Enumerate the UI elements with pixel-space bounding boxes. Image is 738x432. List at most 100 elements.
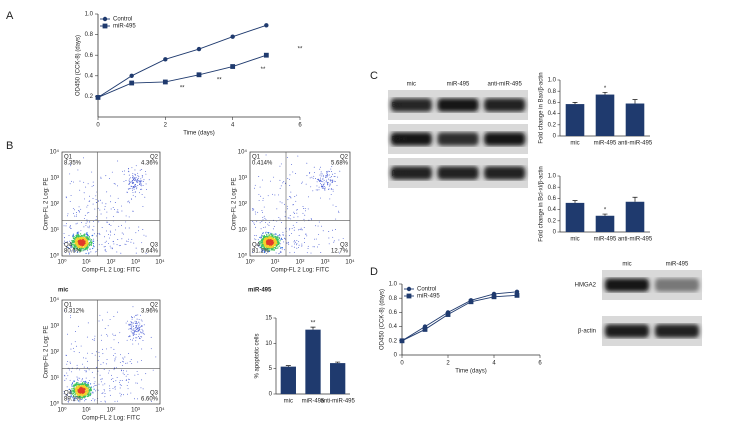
event-dot (260, 237, 262, 239)
event-dot (119, 387, 121, 389)
event-dot (263, 234, 266, 237)
event-dot (292, 224, 294, 226)
event-dot (252, 208, 254, 210)
event-dot (80, 250, 82, 252)
event-dot (264, 245, 266, 247)
event-dot (70, 180, 72, 182)
event-dot (77, 385, 79, 387)
event-dot (141, 183, 142, 185)
event-dot (85, 225, 87, 226)
event-dot (74, 341, 76, 343)
event-dot (77, 240, 80, 242)
event-dot (274, 247, 276, 249)
event-dot (121, 393, 122, 395)
event-dot (132, 322, 134, 324)
event-dot (122, 170, 124, 172)
event-dot (78, 246, 80, 248)
event-dot (90, 243, 92, 245)
error-bar (602, 213, 608, 216)
event-dot (87, 387, 89, 389)
event-dot (131, 324, 133, 326)
event-dot (320, 166, 321, 168)
event-dot (324, 188, 326, 190)
event-dot (82, 246, 84, 249)
event-dot (279, 218, 281, 220)
event-dot (279, 187, 281, 189)
event-dot (86, 246, 88, 248)
event-dot (89, 389, 91, 391)
y-tick-label: 0.4 (548, 111, 557, 117)
event-dot (117, 160, 119, 162)
event-dot (135, 176, 137, 178)
event-dot (283, 181, 285, 183)
event-dot (332, 179, 334, 181)
event-dot (95, 384, 97, 386)
event-dot (87, 235, 89, 237)
event-dot (109, 390, 111, 392)
event-dot (104, 392, 106, 394)
event-dot (138, 328, 140, 330)
event-dot (259, 240, 261, 242)
event-dot (67, 361, 69, 363)
event-dot (98, 200, 100, 202)
event-dot (83, 246, 85, 248)
event-dot (142, 175, 144, 177)
event-dot (87, 388, 89, 390)
event-dot (128, 238, 130, 240)
event-dot (90, 386, 93, 388)
event-dot (150, 336, 152, 338)
event-dot (128, 324, 130, 326)
event-dot (257, 239, 259, 241)
event-dot (83, 385, 85, 387)
event-dot (105, 363, 107, 365)
event-dot (143, 179, 145, 181)
event-dot (100, 178, 102, 180)
event-dot (280, 238, 282, 241)
event-dot (97, 389, 99, 391)
event-dot (117, 211, 119, 213)
event-dot (82, 382, 84, 385)
event-dot (94, 399, 96, 401)
event-dot (322, 230, 324, 232)
error-bar (572, 102, 578, 105)
quadrant-name: Q4 (64, 243, 73, 249)
event-dot (88, 212, 90, 213)
event-dot (257, 211, 259, 213)
event-dot (323, 185, 325, 187)
event-dot (277, 247, 279, 249)
event-dot (76, 394, 78, 396)
event-dot (293, 216, 295, 218)
event-dot (134, 180, 135, 181)
event-dot (109, 388, 111, 390)
event-dot (301, 182, 303, 184)
event-dot (92, 392, 94, 394)
event-dot (109, 394, 111, 396)
event-dot (75, 398, 77, 400)
event-dot (87, 390, 89, 393)
event-dot (139, 181, 141, 183)
event-dot (265, 231, 267, 233)
event-dot (85, 236, 88, 238)
event-dot (95, 199, 97, 200)
event-dot (69, 173, 71, 175)
event-dot (131, 362, 133, 364)
event-dot (85, 243, 87, 245)
event-dot (301, 245, 303, 247)
event-dot (130, 325, 132, 327)
annotation: ** (311, 321, 316, 327)
quadrant-name: Q2 (340, 155, 349, 161)
x-tick-label: 10³ (321, 260, 330, 266)
event-dot (70, 250, 72, 252)
event-dot (104, 208, 106, 210)
event-dot (319, 174, 321, 176)
event-dot (150, 401, 152, 402)
event-dot (279, 235, 281, 237)
lane-label: anti-miR-495 (487, 82, 522, 88)
event-dot (64, 251, 66, 253)
event-dot (264, 243, 266, 245)
event-dot (107, 372, 109, 374)
event-dot (288, 241, 290, 243)
event-dot (124, 356, 126, 358)
event-dot (130, 241, 132, 243)
y-axis-label: OD450 (CCK-8) (days) (76, 35, 82, 96)
